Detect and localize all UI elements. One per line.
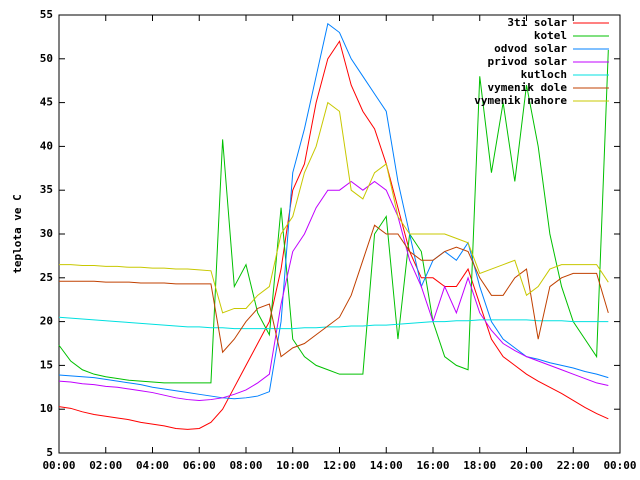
series-line bbox=[59, 101, 609, 314]
y-tick-label: 50 bbox=[40, 52, 53, 65]
x-tick-label: 16:00 bbox=[416, 459, 449, 472]
y-tick-label: 25 bbox=[40, 271, 53, 284]
x-tick-label: 08:00 bbox=[229, 459, 262, 472]
legend-label: vymenik dole bbox=[488, 81, 568, 94]
y-tick-label: 10 bbox=[40, 402, 53, 415]
legend-label: odvod solar bbox=[494, 42, 567, 55]
series-line bbox=[58, 40, 609, 430]
series-line bbox=[58, 180, 609, 401]
x-tick-label: 06:00 bbox=[183, 459, 216, 472]
legend-label: vymenik nahore bbox=[474, 94, 567, 107]
legend-label: kutloch bbox=[521, 68, 567, 81]
y-axis-label: teplota ve C bbox=[11, 194, 24, 273]
y-tick-label: 5 bbox=[46, 446, 53, 459]
legend-label: kotel bbox=[534, 29, 567, 42]
y-tick-label: 20 bbox=[40, 315, 53, 328]
y-tick-label: 15 bbox=[40, 358, 53, 371]
x-tick-label: 20:00 bbox=[510, 459, 543, 472]
y-tick-label: 40 bbox=[40, 139, 53, 152]
series-line bbox=[58, 22, 609, 400]
series-line bbox=[58, 316, 609, 330]
series-line bbox=[59, 224, 609, 358]
x-tick-label: 04:00 bbox=[136, 459, 169, 472]
legend-label: privod solar bbox=[488, 55, 568, 68]
y-tick-label: 30 bbox=[40, 227, 53, 240]
x-tick-label: 22:00 bbox=[557, 459, 590, 472]
x-tick-label: 18:00 bbox=[463, 459, 496, 472]
series-line bbox=[58, 50, 609, 384]
y-tick-label: 35 bbox=[40, 183, 53, 196]
x-tick-label: 00:00 bbox=[603, 459, 636, 472]
x-tick-label: 10:00 bbox=[276, 459, 309, 472]
x-tick-label: 12:00 bbox=[323, 459, 356, 472]
y-tick-label: 55 bbox=[40, 8, 53, 21]
y-tick-label: 45 bbox=[40, 96, 53, 109]
x-tick-label: 14:00 bbox=[370, 459, 403, 472]
x-tick-label: 02:00 bbox=[89, 459, 122, 472]
x-tick-label: 00:00 bbox=[42, 459, 75, 472]
legend-label: 3ti solar bbox=[507, 16, 567, 29]
